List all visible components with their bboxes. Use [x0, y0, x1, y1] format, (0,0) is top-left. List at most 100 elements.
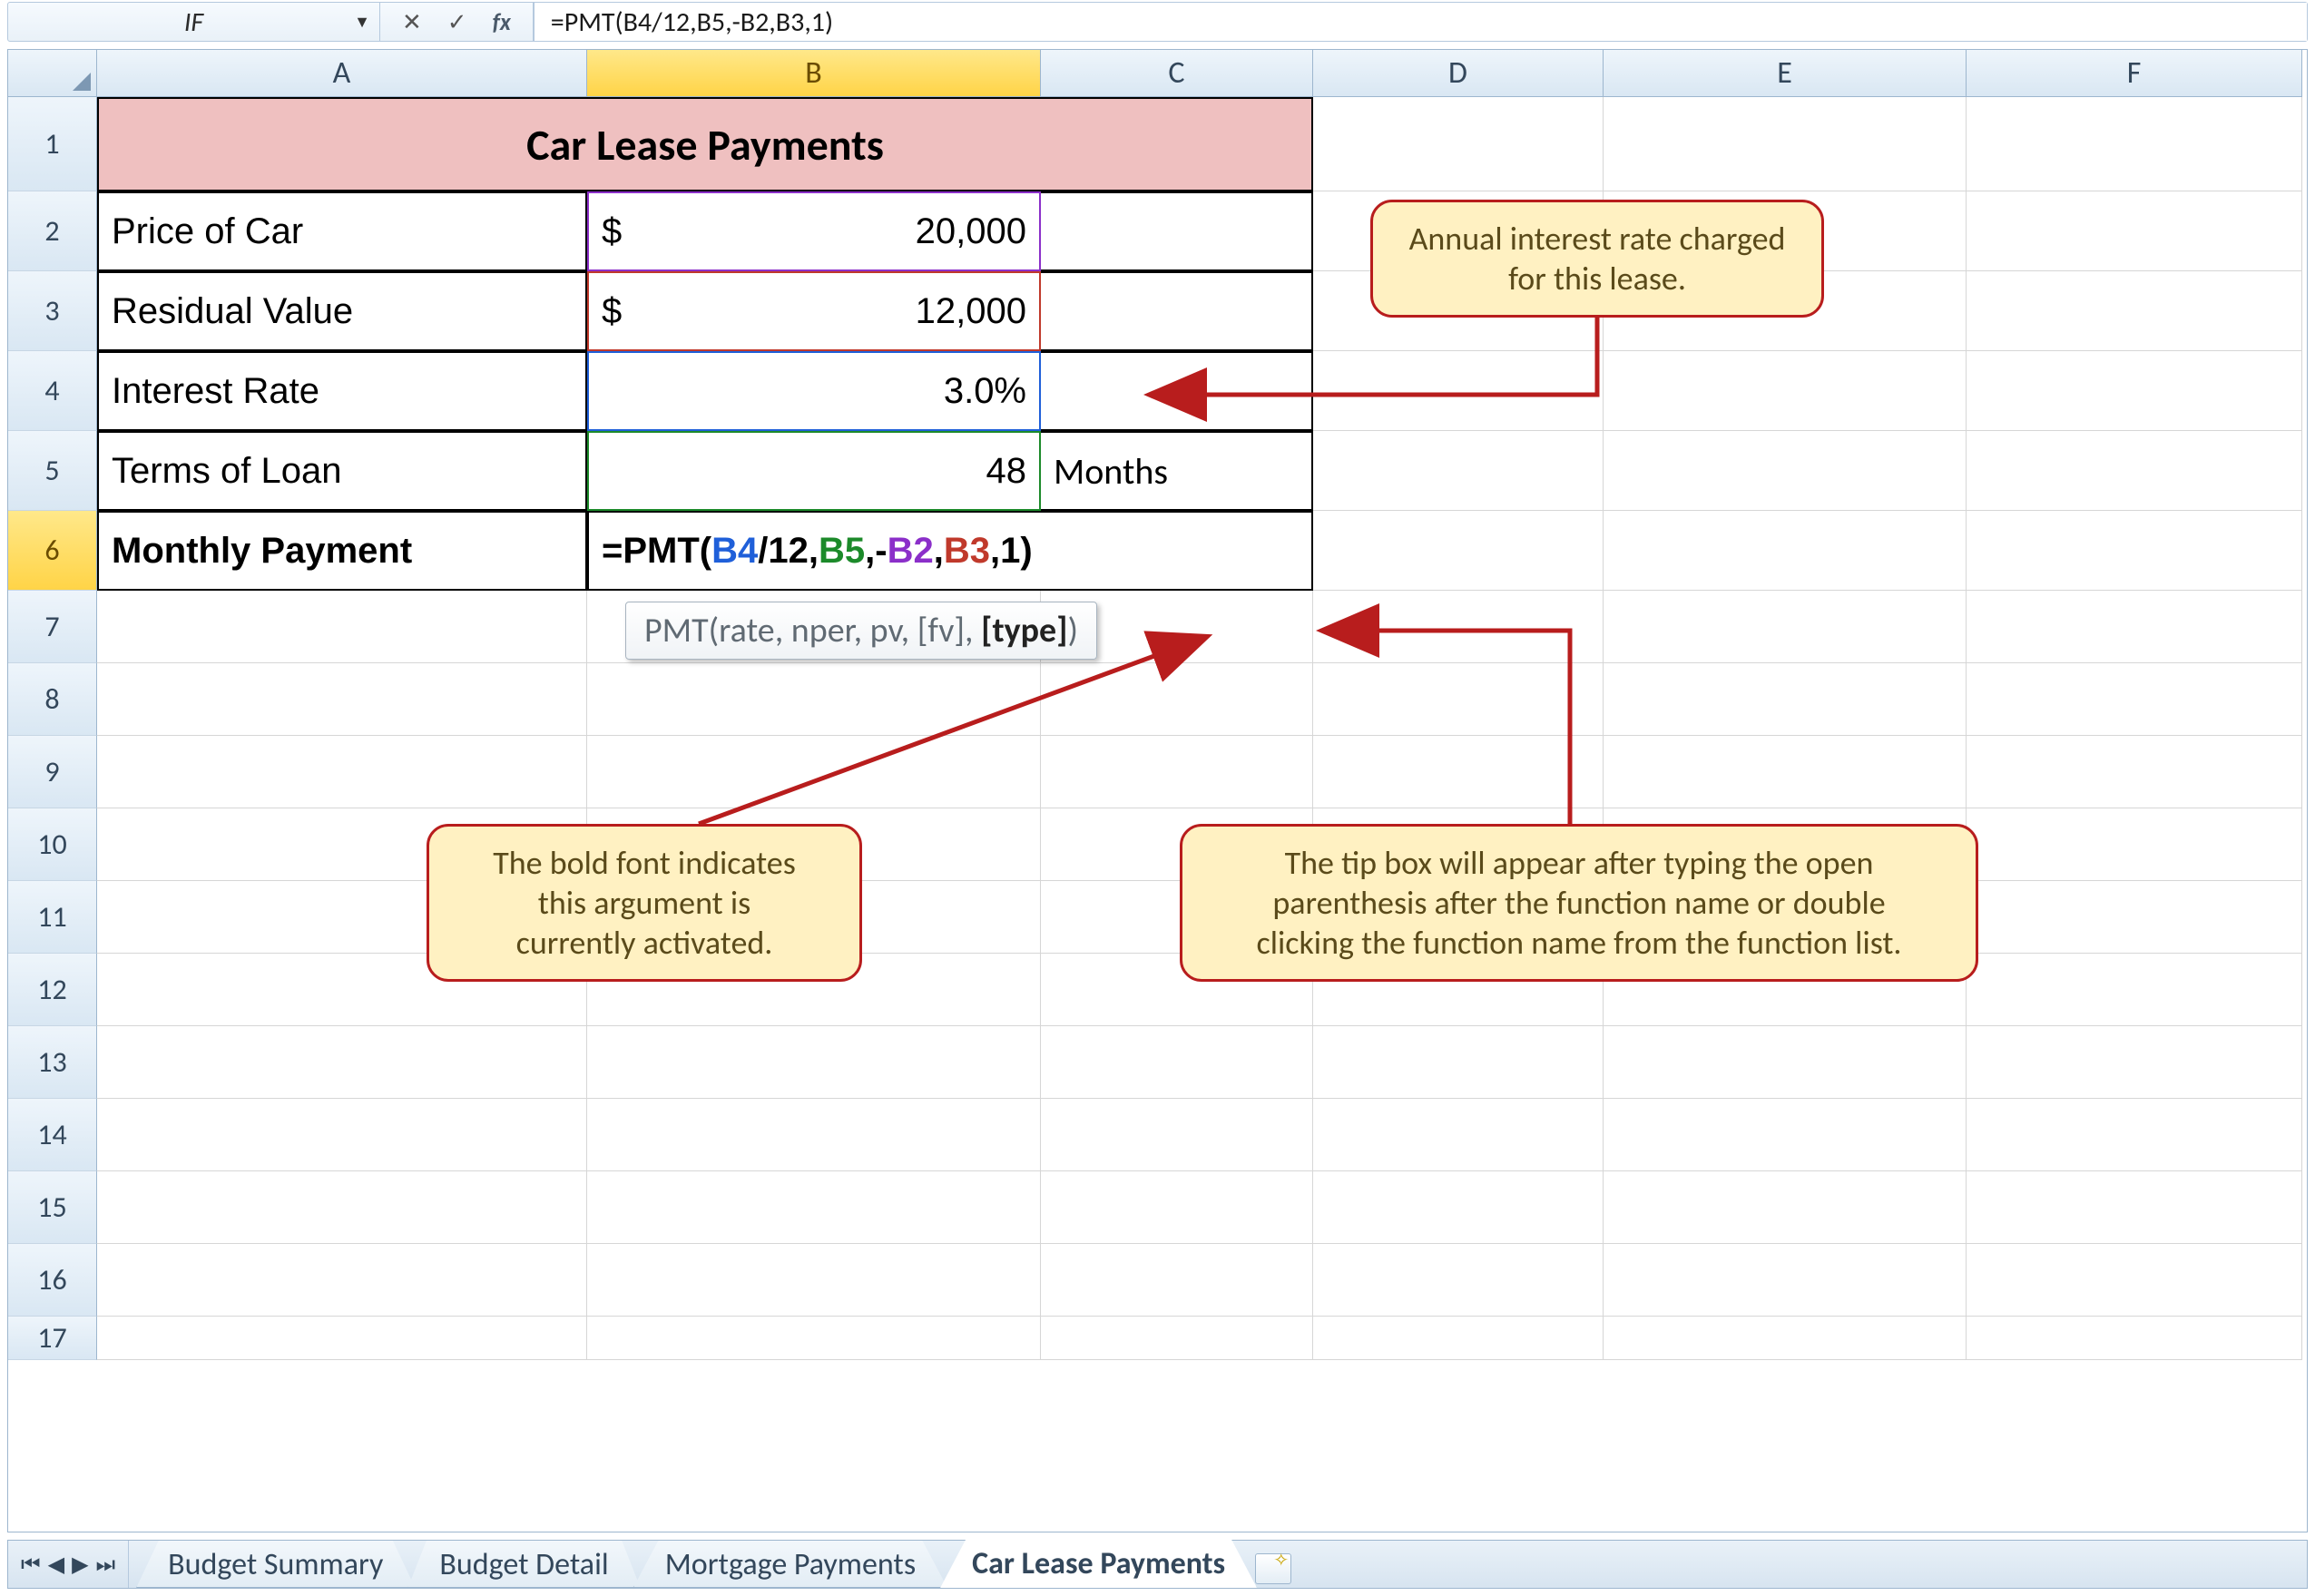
row-header-5[interactable]: 5 — [8, 431, 97, 511]
insert-function-icon[interactable]: fx — [493, 7, 511, 36]
cell-C14[interactable] — [1041, 1099, 1313, 1171]
tab-mortgage-payments[interactable]: Mortgage Payments — [633, 1541, 947, 1588]
cell-F15[interactable] — [1967, 1171, 2302, 1244]
cell-D17[interactable] — [1313, 1317, 1604, 1360]
row-header-17[interactable]: 17 — [8, 1317, 97, 1360]
cell-F2[interactable] — [1967, 191, 2302, 271]
cell-A4[interactable]: Interest Rate — [97, 351, 587, 431]
cell-E17[interactable] — [1604, 1317, 1967, 1360]
cell-B2[interactable]: $ 20,000 — [587, 191, 1041, 271]
row-header-1[interactable]: 1 — [8, 97, 97, 191]
title-cell[interactable]: Car Lease Payments — [97, 97, 1313, 191]
cell-F12[interactable] — [1967, 954, 2302, 1026]
cell-A2[interactable]: Price of Car — [97, 191, 587, 271]
name-box-dropdown-icon[interactable]: ▼ — [354, 12, 370, 32]
cell-F8[interactable] — [1967, 663, 2302, 736]
cell-C4[interactable] — [1041, 351, 1313, 431]
tab-budget-summary[interactable]: Budget Summary — [136, 1541, 415, 1588]
cancel-icon[interactable]: ✕ — [402, 7, 422, 36]
col-header-A[interactable]: A — [97, 50, 587, 97]
cell-E5[interactable] — [1604, 431, 1967, 511]
formula-input[interactable]: =PMT(B4/12,B5,-B2,B3,1) — [534, 3, 2307, 41]
tab-first-icon[interactable]: ⏮ — [21, 1552, 41, 1578]
enter-icon[interactable]: ✓ — [447, 7, 467, 36]
cell-E9[interactable] — [1604, 736, 1967, 808]
cell-F4[interactable] — [1967, 351, 2302, 431]
row-header-6[interactable]: 6 — [8, 511, 97, 591]
cell-F3[interactable] — [1967, 271, 2302, 351]
cell-D9[interactable] — [1313, 736, 1604, 808]
cell-E1[interactable] — [1604, 97, 1967, 191]
cell-A8[interactable] — [97, 663, 587, 736]
cell-C16[interactable] — [1041, 1244, 1313, 1317]
cell-D15[interactable] — [1313, 1171, 1604, 1244]
cell-F13[interactable] — [1967, 1026, 2302, 1099]
cell-E16[interactable] — [1604, 1244, 1967, 1317]
cell-C8[interactable] — [1041, 663, 1313, 736]
tab-prev-icon[interactable]: ◀ — [48, 1552, 64, 1578]
row-header-15[interactable]: 15 — [8, 1171, 97, 1244]
cell-F5[interactable] — [1967, 431, 2302, 511]
cell-F10[interactable] — [1967, 808, 2302, 881]
cell-D5[interactable] — [1313, 431, 1604, 511]
cell-C15[interactable] — [1041, 1171, 1313, 1244]
cell-E4[interactable] — [1604, 351, 1967, 431]
cell-D7[interactable] — [1313, 591, 1604, 663]
col-header-D[interactable]: D — [1313, 50, 1604, 97]
cell-D14[interactable] — [1313, 1099, 1604, 1171]
cell-F17[interactable] — [1967, 1317, 2302, 1360]
cell-B17[interactable] — [587, 1317, 1041, 1360]
cell-E13[interactable] — [1604, 1026, 1967, 1099]
col-header-C[interactable]: C — [1041, 50, 1313, 97]
cell-D13[interactable] — [1313, 1026, 1604, 1099]
row-header-16[interactable]: 16 — [8, 1244, 97, 1317]
row-header-10[interactable]: 10 — [8, 808, 97, 881]
cell-F9[interactable] — [1967, 736, 2302, 808]
cell-E8[interactable] — [1604, 663, 1967, 736]
row-header-9[interactable]: 9 — [8, 736, 97, 808]
row-header-8[interactable]: 8 — [8, 663, 97, 736]
col-header-B[interactable]: B — [587, 50, 1041, 97]
cell-B16[interactable] — [587, 1244, 1041, 1317]
cell-F11[interactable] — [1967, 881, 2302, 954]
row-header-2[interactable]: 2 — [8, 191, 97, 271]
cell-C5[interactable]: Months — [1041, 431, 1313, 511]
tab-last-icon[interactable]: ⏭ — [96, 1552, 116, 1578]
cell-A17[interactable] — [97, 1317, 587, 1360]
col-header-E[interactable]: E — [1604, 50, 1967, 97]
cell-C2[interactable] — [1041, 191, 1313, 271]
cell-B15[interactable] — [587, 1171, 1041, 1244]
cell-B9[interactable] — [587, 736, 1041, 808]
row-header-13[interactable]: 13 — [8, 1026, 97, 1099]
cell-B3[interactable]: $ 12,000 — [587, 271, 1041, 351]
col-header-F[interactable]: F — [1967, 50, 2302, 97]
cell-E14[interactable] — [1604, 1099, 1967, 1171]
cell-D16[interactable] — [1313, 1244, 1604, 1317]
cell-D8[interactable] — [1313, 663, 1604, 736]
cell-C17[interactable] — [1041, 1317, 1313, 1360]
cell-A5[interactable]: Terms of Loan — [97, 431, 587, 511]
row-header-12[interactable]: 12 — [8, 954, 97, 1026]
cell-E7[interactable] — [1604, 591, 1967, 663]
cell-D1[interactable] — [1313, 97, 1604, 191]
cell-B5[interactable]: 48 — [587, 431, 1041, 511]
cell-B14[interactable] — [587, 1099, 1041, 1171]
cell-C9[interactable] — [1041, 736, 1313, 808]
cell-D4[interactable] — [1313, 351, 1604, 431]
cell-A14[interactable] — [97, 1099, 587, 1171]
cell-A7[interactable] — [97, 591, 587, 663]
cell-B4[interactable]: 3.0% — [587, 351, 1041, 431]
select-all-corner[interactable] — [8, 50, 97, 97]
name-box[interactable]: IF ▼ — [8, 3, 380, 41]
cell-A6[interactable]: Monthly Payment — [97, 511, 587, 591]
row-header-7[interactable]: 7 — [8, 591, 97, 663]
cell-F1[interactable] — [1967, 97, 2302, 191]
tab-budget-detail[interactable]: Budget Detail — [407, 1541, 640, 1588]
cell-C13[interactable] — [1041, 1026, 1313, 1099]
cell-F16[interactable] — [1967, 1244, 2302, 1317]
cell-F14[interactable] — [1967, 1099, 2302, 1171]
cell-E6[interactable] — [1604, 511, 1967, 591]
cell-B8[interactable] — [587, 663, 1041, 736]
cell-A15[interactable] — [97, 1171, 587, 1244]
cell-B13[interactable] — [587, 1026, 1041, 1099]
